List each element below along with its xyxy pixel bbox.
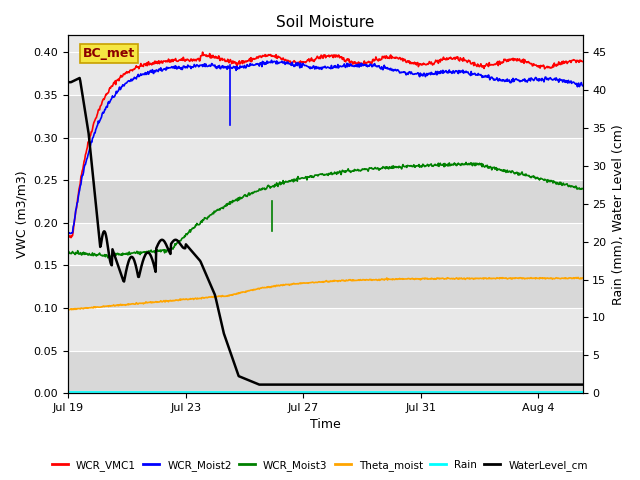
Text: BC_met: BC_met: [83, 47, 135, 60]
Bar: [68, 265, 582, 308]
Bar: [68, 350, 582, 393]
Y-axis label: Rain (mm), Water Level (cm): Rain (mm), Water Level (cm): [612, 124, 625, 305]
Bar: [68, 95, 582, 138]
X-axis label: Time: Time: [310, 419, 340, 432]
Bar: [68, 308, 582, 350]
Bar: [68, 223, 582, 265]
Y-axis label: VWC (m3/m3): VWC (m3/m3): [15, 170, 28, 258]
Title: Soil Moisture: Soil Moisture: [276, 15, 374, 30]
Bar: [68, 180, 582, 223]
Legend: WCR_VMC1, WCR_Moist2, WCR_Moist3, Theta_moist, Rain, WaterLevel_cm: WCR_VMC1, WCR_Moist2, WCR_Moist3, Theta_…: [48, 456, 592, 475]
Bar: [68, 36, 582, 95]
Bar: [68, 138, 582, 180]
